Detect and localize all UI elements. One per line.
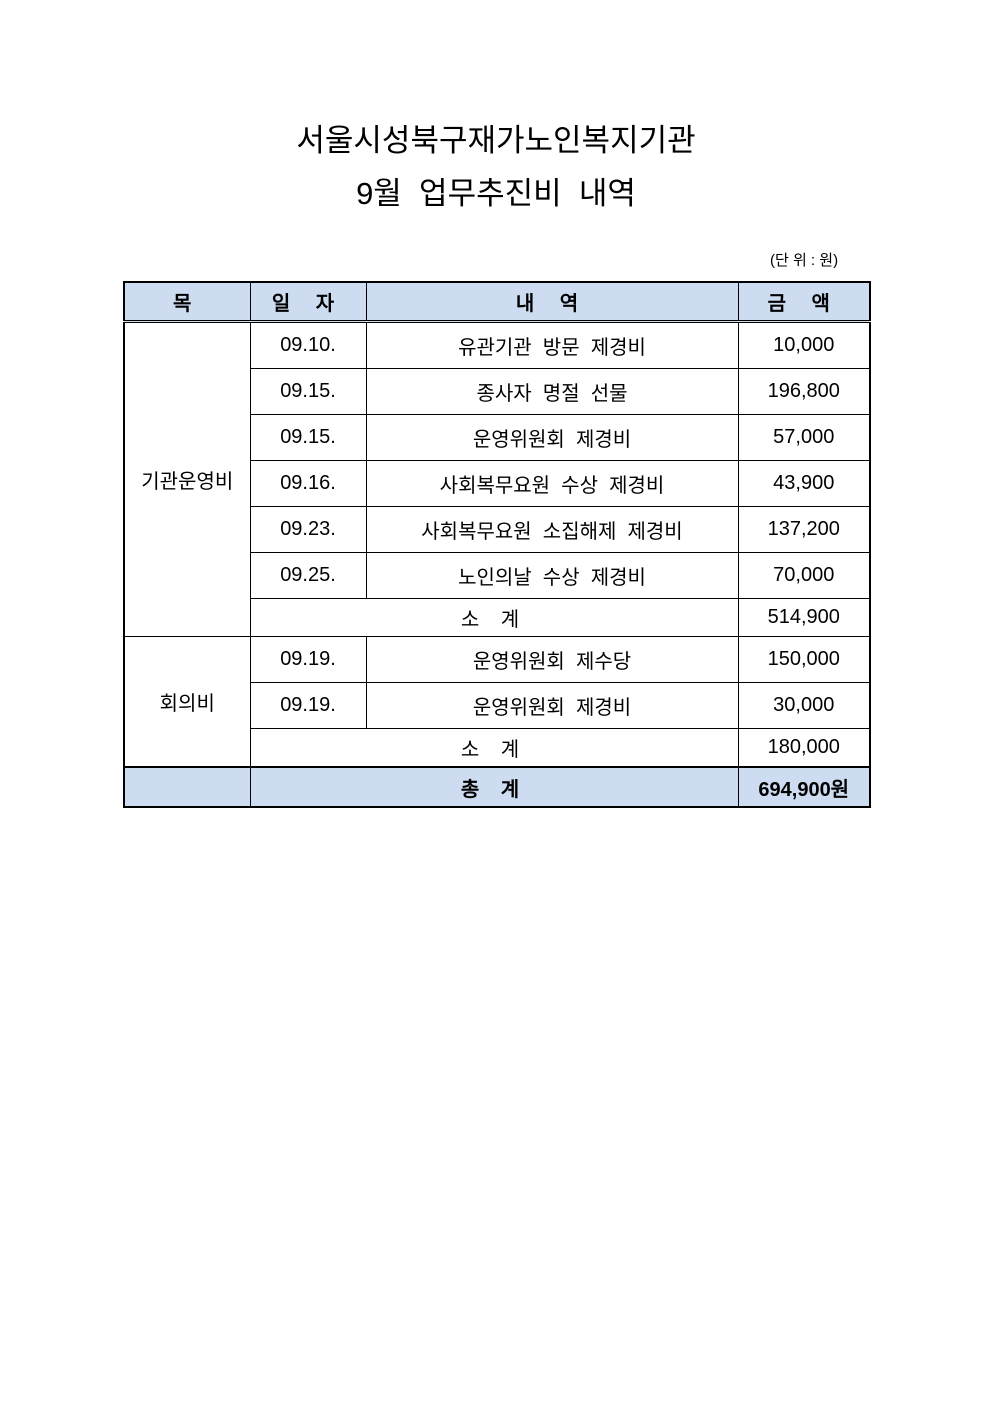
subtotal-amount: 180,000: [737, 728, 871, 768]
detail-cell: 노인의날 수상 제경비: [365, 552, 739, 599]
date-cell: 09.25.: [249, 552, 367, 599]
amount-cell: 30,000: [737, 682, 871, 729]
detail-cell: 운영위원회 제경비: [365, 414, 739, 461]
header-amount: 금 액: [737, 281, 871, 323]
amount-cell: 150,000: [737, 636, 871, 683]
table-row: 09.25. 노인의날 수상 제경비 70,000: [124, 552, 871, 599]
date-cell: 09.19.: [249, 682, 367, 729]
unit-label: (단 위 : 원): [770, 252, 839, 269]
subtotal-amount: 514,900: [737, 598, 871, 637]
total-row: 총 계 694,900원: [123, 766, 871, 808]
date-cell: 09.15.: [249, 368, 367, 415]
amount-cell: 10,000: [737, 321, 871, 369]
document-title: 서울시성북구재가노인복지기관: [296, 123, 696, 158]
expense-table: 목 일 자 내 역 금 액 기관운영비 09.10. 유관기관 방문 제경비 10,0…: [123, 281, 871, 808]
category-cell: 기관운영비: [123, 321, 251, 637]
date-cell: 09.19.: [249, 636, 367, 683]
table-row: 09.19. 운영위원회 제경비 30,000: [124, 682, 871, 729]
amount-cell: 137,200: [737, 506, 871, 553]
document-subtitle: 9월 업무추진비 내역: [356, 176, 636, 211]
total-empty-cell: [123, 766, 251, 808]
date-cell: 09.15.: [249, 414, 367, 461]
total-amount: 694,900원: [737, 766, 871, 808]
amount-cell: 43,900: [737, 460, 871, 507]
subtotal-label: 소 계: [249, 728, 739, 768]
table-row: 09.16. 사회복무요원 수상 제경비 43,900: [124, 460, 871, 507]
table-row: 09.15. 운영위원회 제경비 57,000: [124, 414, 871, 461]
header-date: 일 자: [249, 281, 367, 323]
table-row: 09.15. 종사자 명절 선물 196,800: [124, 368, 871, 415]
detail-cell: 운영위원회 제수당: [365, 636, 739, 683]
category-cell: 회의비: [123, 636, 251, 768]
detail-cell: 운영위원회 제경비: [365, 682, 739, 729]
detail-cell: 유관기관 방문 제경비: [365, 321, 739, 369]
subtotal-label: 소 계: [249, 598, 739, 637]
header-detail: 내 역: [365, 281, 739, 323]
header-category: 목: [123, 281, 251, 323]
table-row: 회의비 09.19. 운영위원회 제수당 150,000: [123, 636, 871, 768]
subtotal-row: 소 계 180,000: [124, 728, 871, 768]
total-label: 총 계: [249, 766, 739, 808]
subtotal-row: 소 계 514,900: [124, 598, 871, 637]
table-row: 09.23. 사회복무요원 소집해제 제경비 137,200: [124, 506, 871, 553]
amount-cell: 196,800: [737, 368, 871, 415]
table-header-row: 목 일 자 내 역 금 액: [123, 281, 871, 323]
detail-cell: 사회복무요원 소집해제 제경비: [365, 506, 739, 553]
detail-cell: 사회복무요원 수상 제경비: [365, 460, 739, 507]
detail-cell: 종사자 명절 선물: [365, 368, 739, 415]
table-row: 기관운영비 09.10. 유관기관 방문 제경비 10,000: [123, 321, 871, 637]
amount-cell: 70,000: [737, 552, 871, 599]
date-cell: 09.16.: [249, 460, 367, 507]
amount-cell: 57,000: [737, 414, 871, 461]
date-cell: 09.23.: [249, 506, 367, 553]
date-cell: 09.10.: [249, 321, 367, 369]
